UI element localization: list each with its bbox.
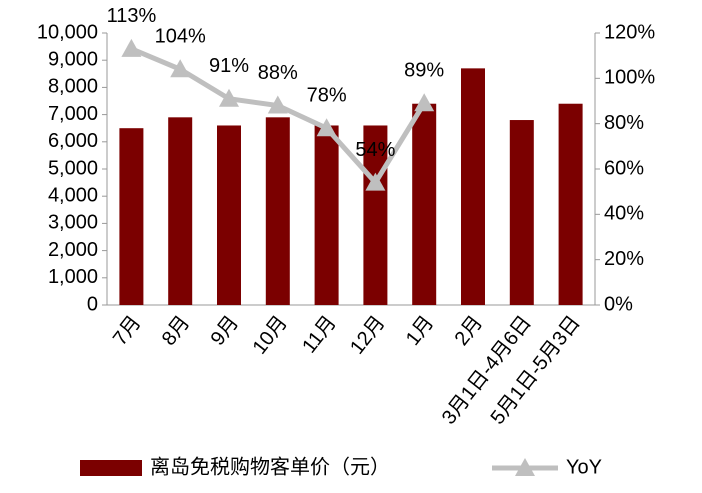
y-tick-label: 2,000 <box>48 239 98 261</box>
data-label: 113% <box>107 5 157 27</box>
y-tick-label: 9,000 <box>48 48 98 70</box>
line-marker <box>414 93 435 112</box>
bar <box>461 68 485 305</box>
y2-tick-label: 80% <box>604 112 644 134</box>
legend-label: 离岛免税购物客单价（元） <box>150 455 390 478</box>
x-tick-label: 10月 <box>249 312 292 359</box>
y2-tick-label: 40% <box>604 203 644 225</box>
data-label: 54% <box>355 139 395 161</box>
x-tick-label: 12月 <box>346 312 389 359</box>
legend-marker <box>515 458 535 476</box>
bar <box>412 103 437 305</box>
y-tick-label: 3,000 <box>48 212 98 234</box>
y2-tick-label: 60% <box>604 157 644 179</box>
y-tick-label: 10,000 <box>37 21 98 43</box>
data-label: 104% <box>155 26 206 48</box>
x-tick-label: 5月1日-5月3日 <box>487 312 585 429</box>
legend-swatch <box>80 460 142 476</box>
bar <box>314 125 339 305</box>
bar <box>558 103 583 305</box>
data-label: 91% <box>209 55 249 77</box>
y2-tick-label: 120% <box>604 21 655 43</box>
line-marker <box>267 95 288 114</box>
data-label: 89% <box>404 60 444 82</box>
data-label: 78% <box>307 84 347 106</box>
x-tick-label: 9月 <box>207 312 243 350</box>
y-tick-label: 6,000 <box>48 130 98 152</box>
y-tick-label: 7,000 <box>48 103 98 125</box>
data-label: 88% <box>258 62 298 84</box>
line-marker <box>365 172 386 191</box>
bar <box>217 125 241 305</box>
bar <box>509 120 534 305</box>
y-tick-label: 1,000 <box>48 266 98 288</box>
x-tick-label: 7月 <box>109 312 145 350</box>
y2-tick-label: 100% <box>604 67 655 89</box>
x-tick-label: 11月 <box>298 312 340 358</box>
x-tick-label: 1月 <box>402 312 438 350</box>
y-tick-label: 0 <box>87 293 98 315</box>
bar <box>265 117 290 305</box>
bar <box>168 117 193 305</box>
line-marker <box>170 59 191 78</box>
y-tick-label: 8,000 <box>48 76 98 98</box>
bar <box>363 125 388 305</box>
y-tick-label: 4,000 <box>48 184 98 206</box>
line-marker <box>219 88 239 107</box>
x-tick-label: 2月 <box>451 312 487 350</box>
bar <box>119 128 144 305</box>
y2-tick-label: 20% <box>604 248 644 270</box>
x-tick-label: 8月 <box>158 312 194 350</box>
y2-tick-label: 0% <box>604 293 633 315</box>
y-tick-label: 5,000 <box>48 157 98 179</box>
line-marker <box>121 38 142 57</box>
legend-label: YoY <box>566 456 602 478</box>
line-marker <box>316 118 337 137</box>
